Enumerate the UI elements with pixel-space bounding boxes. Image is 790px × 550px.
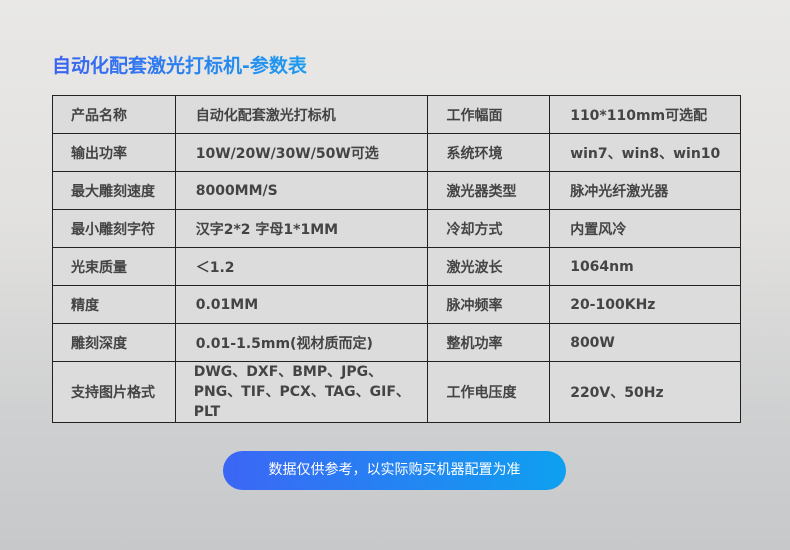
param-value: 110*110mm可选配 (549, 95, 741, 134)
param-value: DWG、DXF、BMP、JPG、PNG、TIF、PCX、TAG、GIF、PLT (174, 361, 429, 423)
param-label: 工作电压度 (427, 361, 551, 423)
param-value: 汉字2*2 字母1*1MM (174, 209, 429, 248)
page-title: 自动化配套激光打标机-参数表 (52, 51, 307, 78)
param-value: 20-100KHz (549, 285, 741, 324)
table-row: 输出功率 10W/20W/30W/50W可选 系统环境 win7、win8、win10 (52, 133, 741, 172)
param-label: 激光波长 (427, 247, 551, 286)
param-value: win7、win8、win10 (549, 133, 741, 172)
param-value: ＜1.2 (174, 247, 429, 286)
param-label: 产品名称 (52, 95, 176, 134)
param-label: 输出功率 (52, 133, 176, 172)
param-label: 雕刻深度 (52, 323, 176, 362)
spec-table: 产品名称 自动化配套激光打标机 工作幅面 110*110mm可选配 输出功率 10W/20… (52, 95, 741, 423)
param-value: 脉冲光纤激光器 (549, 171, 741, 210)
param-label: 脉冲频率 (427, 285, 551, 324)
param-label: 最大雕刻速度 (52, 171, 176, 210)
param-value: 1064nm (549, 247, 741, 286)
param-label: 支持图片格式 (52, 361, 176, 423)
param-value: 0.01MM (174, 285, 429, 324)
param-label: 最小雕刻字符 (52, 209, 176, 248)
param-label: 激光器类型 (427, 171, 551, 210)
table-row: 精度 0.01MM 脉冲频率 20-100KHz (52, 285, 741, 324)
param-value: 内置风冷 (549, 209, 741, 248)
param-label: 工作幅面 (427, 95, 551, 134)
table-row: 产品名称 自动化配套激光打标机 工作幅面 110*110mm可选配 (52, 95, 741, 134)
table-row: 支持图片格式 DWG、DXF、BMP、JPG、PNG、TIF、PCX、TAG、GI… (52, 361, 741, 423)
table-row: 光束质量 ＜1.2 激光波长 1064nm (52, 247, 741, 286)
param-value: 800W (549, 323, 741, 362)
param-value: 0.01-1.5mm(视材质而定) (174, 323, 429, 362)
param-label: 光束质量 (52, 247, 176, 286)
table-row: 雕刻深度 0.01-1.5mm(视材质而定) 整机功率 800W (52, 323, 741, 362)
param-value: 自动化配套激光打标机 (174, 95, 429, 134)
table-row: 最小雕刻字符 汉字2*2 字母1*1MM 冷却方式 内置风冷 (52, 209, 741, 248)
param-label: 冷却方式 (427, 209, 551, 248)
param-label: 整机功率 (427, 323, 551, 362)
disclaimer-button[interactable]: 数据仅供参考，以实际购买机器配置为准 (223, 451, 566, 490)
param-label: 系统环境 (427, 133, 551, 172)
table-row: 最大雕刻速度 8000MM/S 激光器类型 脉冲光纤激光器 (52, 171, 741, 210)
param-value: 10W/20W/30W/50W可选 (174, 133, 429, 172)
param-label: 精度 (52, 285, 176, 324)
param-value: 220V、50Hz (549, 361, 741, 423)
param-value: 8000MM/S (174, 171, 429, 210)
